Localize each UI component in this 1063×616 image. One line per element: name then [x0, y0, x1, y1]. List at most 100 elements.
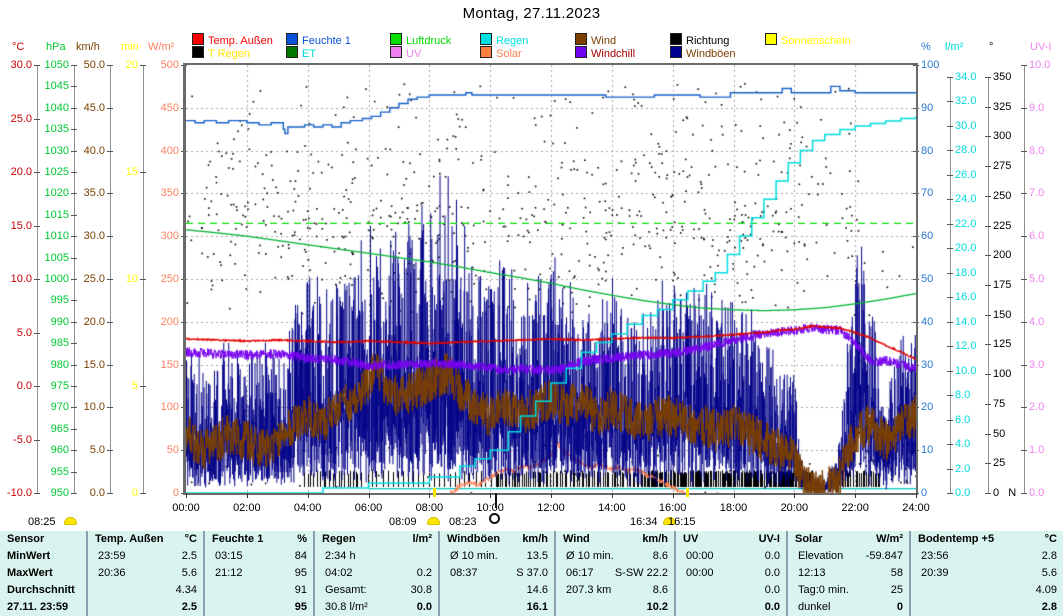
- axis-tick-label: 2.0: [955, 462, 971, 475]
- axis-tick-label: 10.0: [83, 401, 105, 414]
- table-cell-row: 20:39 5.6: [921, 567, 1057, 579]
- axis-tick-label: 450: [160, 101, 179, 114]
- legend-item-feuchte-1: Feuchte 1: [286, 33, 351, 47]
- legend-label: Solar: [496, 48, 522, 60]
- axis-tick: [71, 321, 77, 323]
- axis-tick-label: 325: [993, 100, 1012, 113]
- legend-swatch: [390, 33, 402, 45]
- axis-tick: [71, 471, 77, 473]
- sun-icon: [427, 517, 440, 525]
- legend-label: Windböen: [686, 48, 736, 60]
- axis-tick: [947, 174, 953, 176]
- axis-tick: [1021, 107, 1027, 109]
- axis-tick-label: 150: [993, 308, 1012, 321]
- x-axis-tick: [733, 493, 735, 498]
- table-cell-row: 21:12 95: [215, 567, 307, 579]
- table-row-label: MaxWert: [7, 567, 53, 579]
- legend-item-luftdruck: Luftdruck: [390, 33, 451, 47]
- axis-tick: [947, 223, 953, 225]
- axis-tick: [107, 65, 113, 66]
- table-cell-row: 23:56 2.8: [921, 550, 1057, 562]
- axis-tick: [985, 225, 991, 227]
- axis-tick: [985, 285, 991, 286]
- table-column-regen: Regen l/m² 2:34 h 04:02 0.2 Gesamt: 30.8 30.8 l…: [313, 531, 438, 616]
- axis-tick: [947, 297, 953, 299]
- axis-tick-label: 200: [993, 249, 1012, 262]
- legend-swatch: [765, 33, 777, 45]
- axis-tick: [985, 344, 991, 346]
- axis-header-°C: °C: [12, 41, 25, 53]
- legend-item-t-regen: T Regen: [192, 46, 250, 60]
- axis-tick-label: 45.0: [83, 101, 105, 114]
- axis-tick: [1021, 321, 1027, 323]
- axis-tick: [71, 450, 77, 452]
- legend-item-temp-au-en: Temp. Außen: [192, 33, 273, 47]
- axis-tick: [71, 386, 77, 387]
- table-cell-row: 4.09: [1035, 584, 1057, 596]
- table-cell-row: 2.8: [1041, 601, 1057, 613]
- axis-tick-label: 0: [921, 487, 928, 499]
- axis-tick: [71, 343, 77, 345]
- axis-tick-label: 100: [993, 368, 1012, 381]
- axis-tick-label: 12.0: [955, 340, 977, 353]
- axis-tick: [34, 439, 40, 441]
- legend-item-wind: Wind: [575, 33, 616, 47]
- axis-tick: [947, 199, 953, 201]
- axis-tick: [947, 248, 953, 250]
- axis-tick-label: 20.0: [955, 242, 977, 255]
- axis-tick: [947, 150, 953, 152]
- legend-swatch: [575, 33, 587, 45]
- axis-tick: [107, 450, 113, 452]
- axis-tick-label: 1050: [44, 59, 69, 71]
- table-cell-row: Gesamt: 30.8: [325, 584, 432, 596]
- axis-tick-label: 90: [921, 101, 934, 114]
- x-axis-label: 18:00: [719, 502, 748, 514]
- axis-tick-label: 960: [50, 444, 69, 457]
- axis-tick-label: 1035: [44, 123, 69, 136]
- axis-tick-label: 7.0: [1029, 187, 1045, 200]
- table-cell-row: 00:00 0.0: [686, 567, 780, 579]
- axis-tick-label: 1010: [44, 230, 69, 243]
- legend-item-solar: Solar: [480, 46, 522, 60]
- legend-label: Windchill: [591, 48, 636, 60]
- axis-tick: [34, 493, 40, 494]
- table-cell-row: Ø 10 min. 13.5: [450, 550, 548, 562]
- axis-tick-label: 4.0: [955, 438, 971, 451]
- axis-tick: [107, 407, 113, 409]
- legend-swatch: [286, 33, 298, 45]
- axis-tick-label: 75: [993, 397, 1006, 410]
- table-cell-row: 2.5: [181, 601, 197, 613]
- axis-tick-label: 1005: [44, 251, 69, 264]
- x-axis-tick: [186, 493, 187, 498]
- legend-item-regen: Regen: [480, 33, 528, 47]
- axis-tick-label: 1025: [44, 166, 69, 178]
- axis-tick-label: 40.0: [83, 144, 105, 157]
- axis-tick: [947, 346, 953, 348]
- axis-tick-label: 250: [993, 189, 1012, 202]
- axis-tick: [947, 101, 953, 103]
- axis-tick-label: 0.0: [955, 487, 971, 499]
- axis-tick: [985, 374, 991, 376]
- table-column-windb-en: Windböen km/h Ø 10 min. 13.5 08:37 S 37.0 14.6…: [438, 531, 554, 616]
- legend-label: UV: [406, 48, 422, 60]
- table-cell-row: 4.34: [175, 584, 197, 596]
- table-column-temp-au-en: Temp. Außen °C 23:59 2.5 20:36 5.6 4.34 2.5: [86, 531, 203, 616]
- axis-tick-label: 1000: [44, 273, 69, 285]
- legend-label: Richtung: [686, 35, 730, 47]
- x-axis-label: 20:00: [780, 502, 809, 514]
- axis-tick: [985, 106, 991, 108]
- x-axis-tick: [794, 493, 796, 498]
- table-cell-row: 03:15 84: [215, 550, 307, 562]
- axis-tick: [107, 321, 113, 323]
- axis-tick-label: 24.0: [955, 193, 977, 206]
- axis-tick-label: 275: [993, 160, 1012, 173]
- axis-tick: [947, 77, 953, 78]
- axis-tick: [71, 172, 77, 173]
- axis-tick: [107, 279, 113, 280]
- axis-tick: [1021, 236, 1027, 238]
- axis-tick: [34, 118, 40, 120]
- axis-tick: [71, 364, 77, 366]
- page-title: Montag, 27.11.2023: [462, 5, 601, 22]
- table-column-header: UV UV-I: [683, 533, 780, 545]
- table-cell-row: 0.0: [764, 601, 780, 613]
